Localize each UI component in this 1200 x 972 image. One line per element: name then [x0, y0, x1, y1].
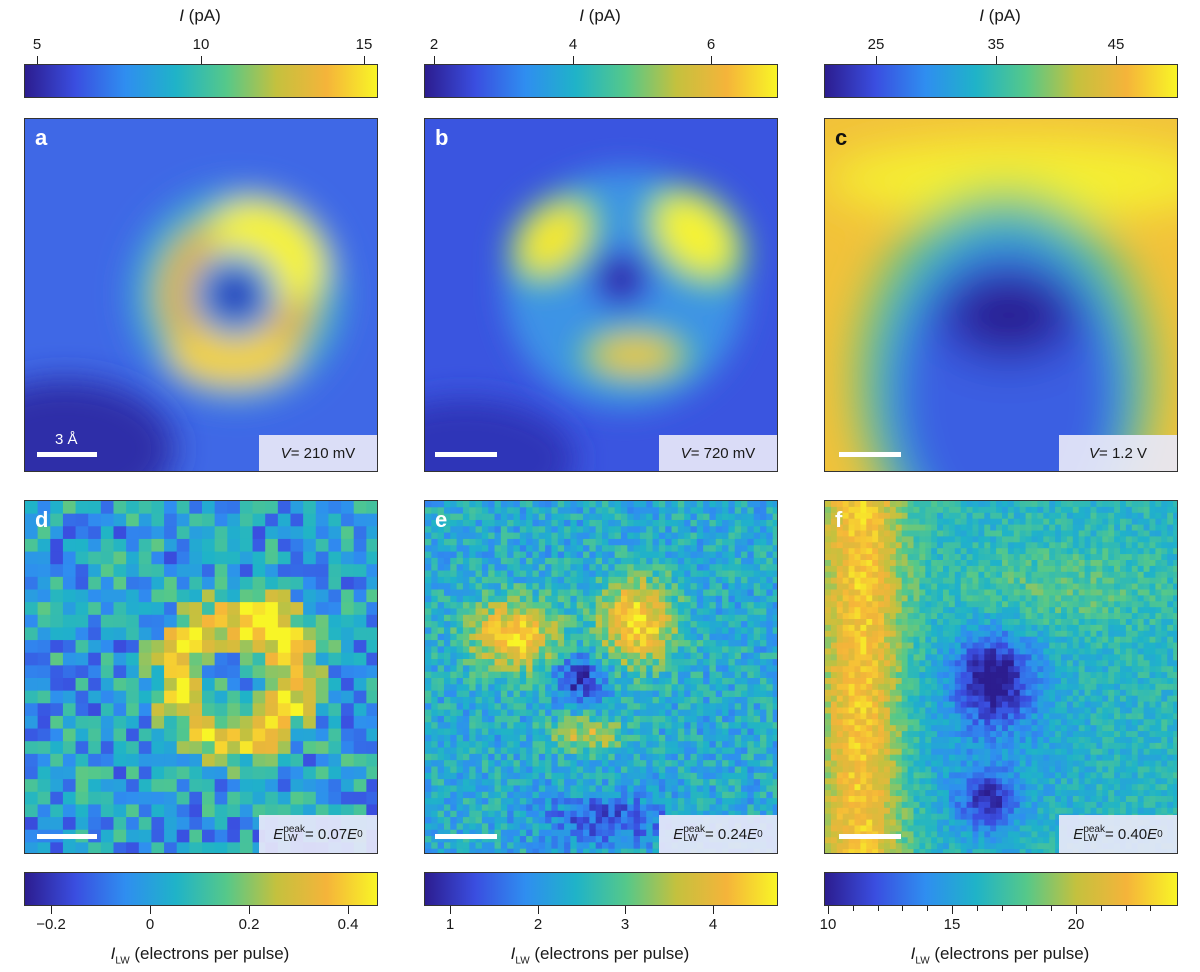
tick-label: 10 — [192, 36, 210, 53]
colorbar-title: ILW (electrons per pulse) — [510, 944, 690, 967]
minor-tick — [927, 906, 929, 911]
voltage-label: V = 720 mV — [659, 435, 777, 471]
minor-tick — [976, 906, 978, 911]
panel-letter: f — [835, 507, 843, 532]
colorbar-gradient — [824, 64, 1178, 98]
minor-tick — [1001, 906, 1003, 911]
minor-tick — [1150, 906, 1152, 911]
scale-bar — [839, 452, 901, 457]
tick-label: 15 — [943, 916, 961, 933]
minor-tick — [1125, 906, 1127, 911]
tick-label: 10 — [819, 916, 837, 933]
current-map-image — [25, 119, 377, 471]
colorbar-title: ILW (electrons per pulse) — [910, 944, 1090, 967]
panel-letter: b — [435, 125, 449, 150]
panel-letter: e — [435, 507, 448, 532]
tick-label: 20 — [1067, 916, 1085, 933]
tick-label: 4 — [708, 916, 718, 933]
colorbar-gradient — [24, 872, 378, 906]
minor-tick — [902, 906, 904, 911]
colorbar-gradient — [424, 872, 778, 906]
minor-tick — [852, 906, 854, 911]
minor-tick — [1100, 906, 1102, 911]
scale-bar — [37, 834, 97, 839]
colorbar-title: I (pA) — [979, 6, 1021, 25]
current-map-image — [825, 119, 1177, 471]
tick-label: 15 — [355, 36, 373, 53]
colorbar-title: I (pA) — [179, 6, 221, 25]
lightwave-map-image — [425, 501, 777, 853]
panel-b-current-map: b V = 720 mV — [424, 118, 778, 472]
scale-bar-label: 3 Å — [55, 431, 78, 448]
scale-bar — [435, 452, 497, 457]
minor-tick — [1051, 906, 1053, 911]
tick-label: 4 — [568, 36, 578, 53]
colorbar-gradient — [824, 872, 1178, 906]
tick-label: 0.2 — [238, 916, 260, 933]
tick-label: 1 — [445, 916, 455, 933]
tick-label: 25 — [867, 36, 885, 53]
panel-letter: d — [35, 507, 49, 532]
scale-bar — [435, 834, 497, 839]
current-map-image — [425, 119, 777, 471]
colorbar-gradient — [24, 64, 378, 98]
panel-letter: c — [835, 125, 848, 150]
voltage-label: V = 1.2 V — [1059, 435, 1177, 471]
tick-label: −0.2 — [36, 916, 66, 933]
tick-label: 45 — [1107, 36, 1125, 53]
tick-label: 35 — [987, 36, 1005, 53]
tick-label: 0 — [145, 916, 155, 933]
minor-tick — [1026, 906, 1028, 911]
colorbar-gradient — [424, 64, 778, 98]
colorbar-title: ILW (electrons per pulse) — [110, 944, 290, 967]
scale-bar — [37, 452, 97, 457]
scale-bar — [839, 834, 901, 839]
minor-tick — [877, 906, 879, 911]
tick-label: 0.4 — [337, 916, 359, 933]
voltage-label: V = 210 mV — [259, 435, 377, 471]
lightwave-map-image — [825, 501, 1177, 853]
tick-label: 2 — [429, 36, 439, 53]
panel-letter: a — [35, 125, 48, 150]
tick-label: 6 — [706, 36, 716, 53]
panel-a-current-map: a 3 Å V = 210 mV — [24, 118, 378, 472]
tick-label: 5 — [32, 36, 42, 53]
lightwave-map-image — [25, 501, 377, 853]
panel-c-current-map: c V = 1.2 V — [824, 118, 1178, 472]
colorbar-title: I (pA) — [579, 6, 621, 25]
tick-label: 3 — [620, 916, 630, 933]
tick-label: 2 — [533, 916, 543, 933]
